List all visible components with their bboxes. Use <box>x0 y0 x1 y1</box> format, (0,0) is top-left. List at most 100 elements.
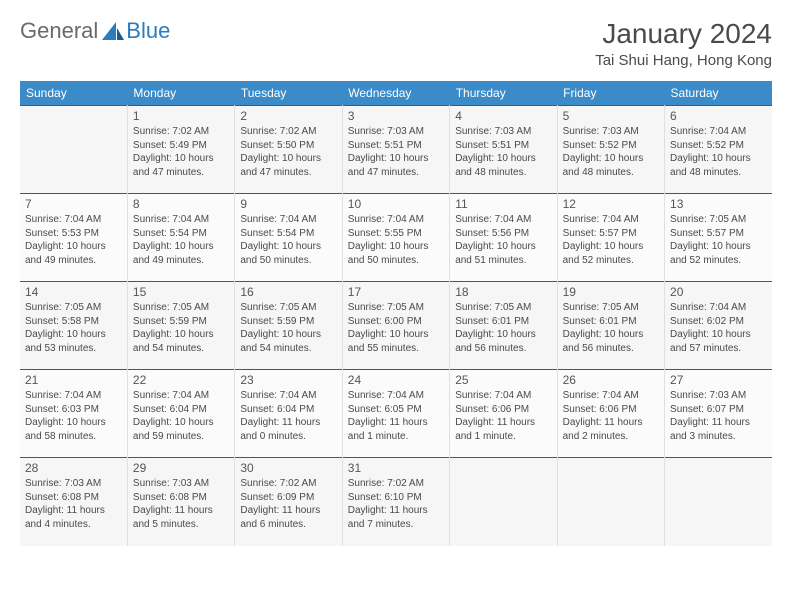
daylight-text: Daylight: 10 hours and 53 minutes. <box>25 328 122 355</box>
daylight-text: Daylight: 10 hours and 50 minutes. <box>240 240 336 267</box>
sunset-text: Sunset: 5:57 PM <box>563 227 659 241</box>
calendar-cell: 20Sunrise: 7:04 AMSunset: 6:02 PMDayligh… <box>665 282 772 370</box>
sunrise-text: Sunrise: 7:04 AM <box>25 389 122 403</box>
sunrise-text: Sunrise: 7:04 AM <box>348 389 444 403</box>
sunrise-text: Sunrise: 7:05 AM <box>240 301 336 315</box>
calendar-cell: 22Sunrise: 7:04 AMSunset: 6:04 PMDayligh… <box>127 370 234 458</box>
day-number: 17 <box>348 285 444 299</box>
sunrise-text: Sunrise: 7:04 AM <box>455 389 551 403</box>
day-number: 13 <box>670 197 767 211</box>
daylight-text: Daylight: 10 hours and 47 minutes. <box>240 152 336 179</box>
sunrise-text: Sunrise: 7:04 AM <box>455 213 551 227</box>
daylight-text: Daylight: 11 hours and 0 minutes. <box>240 416 336 443</box>
sunset-text: Sunset: 6:06 PM <box>455 403 551 417</box>
sunrise-text: Sunrise: 7:04 AM <box>348 213 444 227</box>
calendar-cell: 24Sunrise: 7:04 AMSunset: 6:05 PMDayligh… <box>342 370 449 458</box>
daylight-text: Daylight: 10 hours and 51 minutes. <box>455 240 551 267</box>
sunset-text: Sunset: 5:51 PM <box>455 139 551 153</box>
daylight-text: Daylight: 10 hours and 56 minutes. <box>455 328 551 355</box>
daylight-text: Daylight: 10 hours and 48 minutes. <box>670 152 767 179</box>
calendar-cell: 12Sunrise: 7:04 AMSunset: 5:57 PMDayligh… <box>557 194 664 282</box>
calendar-cell: 29Sunrise: 7:03 AMSunset: 6:08 PMDayligh… <box>127 458 234 546</box>
daylight-text: Daylight: 10 hours and 59 minutes. <box>133 416 229 443</box>
sunset-text: Sunset: 5:52 PM <box>670 139 767 153</box>
calendar-week-row: 1Sunrise: 7:02 AMSunset: 5:49 PMDaylight… <box>20 106 772 194</box>
calendar-cell: 2Sunrise: 7:02 AMSunset: 5:50 PMDaylight… <box>235 106 342 194</box>
daylight-text: Daylight: 10 hours and 52 minutes. <box>563 240 659 267</box>
calendar-cell: 13Sunrise: 7:05 AMSunset: 5:57 PMDayligh… <box>665 194 772 282</box>
sunset-text: Sunset: 5:56 PM <box>455 227 551 241</box>
daylight-text: Daylight: 11 hours and 2 minutes. <box>563 416 659 443</box>
day-number: 9 <box>240 197 336 211</box>
sunset-text: Sunset: 5:54 PM <box>133 227 229 241</box>
logo-text-1: General <box>20 18 98 44</box>
sunrise-text: Sunrise: 7:04 AM <box>133 213 229 227</box>
calendar-body: 1Sunrise: 7:02 AMSunset: 5:49 PMDaylight… <box>20 106 772 546</box>
day-header: Thursday <box>450 81 557 106</box>
calendar-cell: 11 Sunrise: 7:04 AMSunset: 5:56 PMDayligh… <box>450 194 557 282</box>
sunset-text: Sunset: 5:55 PM <box>348 227 444 241</box>
calendar-cell: 30Sunrise: 7:02 AMSunset: 6:09 PMDayligh… <box>235 458 342 546</box>
sunrise-text: Sunrise: 7:03 AM <box>455 125 551 139</box>
calendar-cell: 28Sunrise: 7:03 AMSunset: 6:08 PMDayligh… <box>20 458 127 546</box>
day-header: Wednesday <box>342 81 449 106</box>
calendar-cell: 18Sunrise: 7:05 AMSunset: 6:01 PMDayligh… <box>450 282 557 370</box>
sunrise-text: Sunrise: 7:04 AM <box>670 301 767 315</box>
day-number: 27 <box>670 373 767 387</box>
day-header: Friday <box>557 81 664 106</box>
daylight-text: Daylight: 11 hours and 6 minutes. <box>240 504 336 531</box>
day-number: 1 <box>133 109 229 123</box>
day-number: 29 <box>133 461 229 475</box>
sunrise-text: Sunrise: 7:04 AM <box>563 389 659 403</box>
sunset-text: Sunset: 6:03 PM <box>25 403 122 417</box>
day-number: 11 <box>455 197 551 211</box>
calendar-cell: 7Sunrise: 7:04 AMSunset: 5:53 PMDaylight… <box>20 194 127 282</box>
day-number: 4 <box>455 109 551 123</box>
sunset-text: Sunset: 6:04 PM <box>133 403 229 417</box>
daylight-text: Daylight: 11 hours and 3 minutes. <box>670 416 767 443</box>
day-number: 31 <box>348 461 444 475</box>
day-header: Tuesday <box>235 81 342 106</box>
sunset-text: Sunset: 5:50 PM <box>240 139 336 153</box>
daylight-text: Daylight: 10 hours and 49 minutes. <box>133 240 229 267</box>
calendar-cell: 14Sunrise: 7:05 AMSunset: 5:58 PMDayligh… <box>20 282 127 370</box>
header: General Blue January 2024 Tai Shui Hang,… <box>20 18 772 69</box>
calendar-cell: 21 Sunrise: 7:04 AMSunset: 6:03 PMDayligh… <box>20 370 127 458</box>
location: Tai Shui Hang, Hong Kong <box>595 52 772 69</box>
calendar-cell: 19Sunrise: 7:05 AMSunset: 6:01 PMDayligh… <box>557 282 664 370</box>
title-block: January 2024 Tai Shui Hang, Hong Kong <box>595 18 772 69</box>
daylight-text: Daylight: 10 hours and 58 minutes. <box>25 416 122 443</box>
sunset-text: Sunset: 5:57 PM <box>670 227 767 241</box>
calendar-cell: 10 Sunrise: 7:04 AMSunset: 5:55 PMDayligh… <box>342 194 449 282</box>
calendar-week-row: 21Sunrise: 7:04 AMSunset: 6:03 PMDayligh… <box>20 370 772 458</box>
calendar-cell: 3Sunrise: 7:03 AMSunset: 5:51 PMDaylight… <box>342 106 449 194</box>
day-number: 18 <box>455 285 551 299</box>
sunset-text: Sunset: 5:59 PM <box>133 315 229 329</box>
sunrise-text: Sunrise: 7:02 AM <box>240 125 336 139</box>
calendar-week-row: 28Sunrise: 7:03 AMSunset: 6:08 PMDayligh… <box>20 458 772 546</box>
day-number: 14 <box>25 285 122 299</box>
sunrise-text: Sunrise: 7:03 AM <box>25 477 122 491</box>
day-header: Sunday <box>20 81 127 106</box>
sunrise-text: Sunrise: 7:04 AM <box>670 125 767 139</box>
month-title: January 2024 <box>595 18 772 50</box>
sunset-text: Sunset: 5:59 PM <box>240 315 336 329</box>
sunset-text: Sunset: 5:51 PM <box>348 139 444 153</box>
sunset-text: Sunset: 5:52 PM <box>563 139 659 153</box>
day-number: 16 <box>240 285 336 299</box>
daylight-text: Daylight: 10 hours and 54 minutes. <box>240 328 336 355</box>
daylight-text: Daylight: 10 hours and 50 minutes. <box>348 240 444 267</box>
day-number: 19 <box>563 285 659 299</box>
daylight-text: Daylight: 11 hours and 1 minute. <box>455 416 551 443</box>
sunrise-text: Sunrise: 7:05 AM <box>133 301 229 315</box>
sunset-text: Sunset: 6:08 PM <box>25 491 122 505</box>
sunrise-text: Sunrise: 7:02 AM <box>133 125 229 139</box>
day-number: 21 <box>25 373 122 387</box>
logo-sail-icon <box>102 22 124 40</box>
daylight-text: Daylight: 11 hours and 1 minute. <box>348 416 444 443</box>
calendar-cell: 16 Sunrise: 7:05 AMSunset: 5:59 PMDayligh… <box>235 282 342 370</box>
day-number: 10 <box>348 197 444 211</box>
calendar-cell <box>665 458 772 546</box>
day-number: 25 <box>455 373 551 387</box>
sunrise-text: Sunrise: 7:04 AM <box>240 389 336 403</box>
